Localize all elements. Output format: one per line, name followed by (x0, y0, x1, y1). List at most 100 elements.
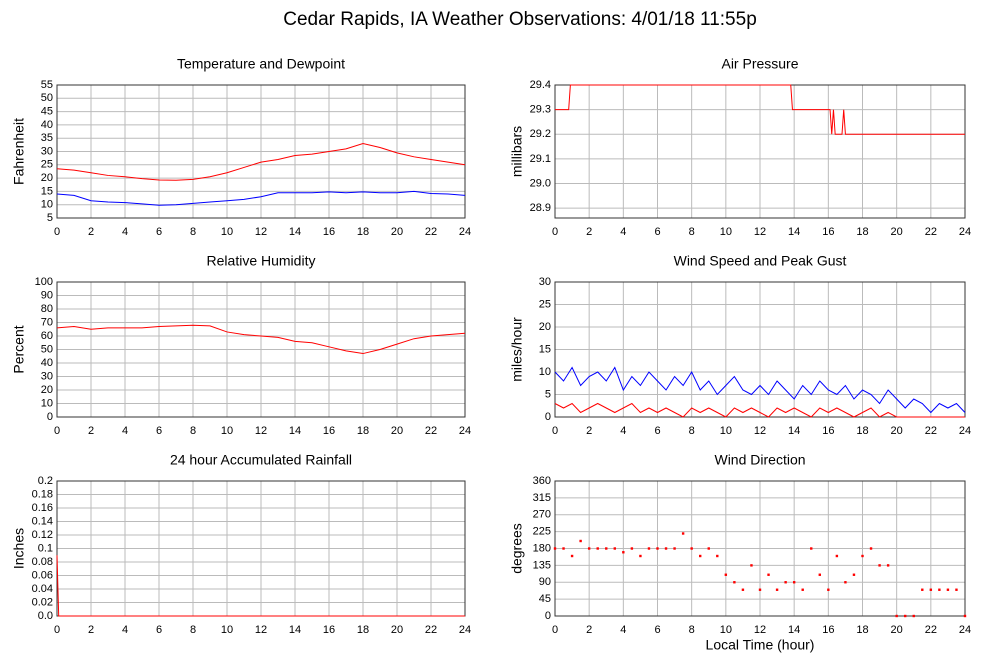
y-tick-label: 40 (41, 357, 53, 369)
x-tick-label: 18 (856, 624, 868, 636)
y-tick-label: 0.16 (32, 502, 53, 514)
x-tick-label: 10 (221, 624, 233, 636)
y-tick-label: 180 (533, 542, 551, 554)
chart-title: 24 hour Accumulated Rainfall (170, 452, 352, 468)
data-point (587, 547, 591, 550)
y-tick-label: 225 (533, 526, 551, 538)
y-tick-label: 29.0 (530, 177, 551, 189)
data-line (554, 402, 965, 418)
data-point (801, 588, 804, 591)
data-point (750, 564, 753, 567)
x-tick-label: 2 (586, 226, 592, 238)
x-tick-label: 4 (620, 226, 626, 238)
y-tick-label: 315 (533, 492, 551, 504)
data-line (56, 324, 466, 355)
x-tick-label: 12 (754, 226, 766, 238)
data-point (946, 588, 950, 591)
y-tick-label: 10 (539, 366, 551, 378)
data-line (56, 555, 465, 617)
x-tick-label: 8 (190, 425, 196, 437)
x-tick-label: 22 (425, 425, 437, 437)
y-tick-label: 70 (41, 316, 53, 328)
data-point (929, 588, 933, 591)
x-tick-label: 4 (122, 425, 128, 437)
y-tick-label: 0.1 (38, 542, 53, 554)
x-tick-label: 14 (289, 226, 301, 238)
x-tick-label: 14 (788, 226, 800, 238)
y-tick-label: 29.2 (530, 128, 551, 140)
chart-title: Air Pressure (721, 56, 798, 72)
data-line (555, 84, 965, 135)
y-axis-label: Percent (11, 325, 27, 373)
data-point (758, 588, 762, 591)
data-point (895, 614, 898, 618)
x-tick-label: 2 (88, 226, 94, 238)
x-tick-label: 4 (620, 425, 626, 437)
data-point (707, 547, 710, 550)
data-point (955, 588, 958, 591)
plot-border (56, 84, 466, 219)
data-point (861, 554, 864, 558)
x-tick-label: 8 (689, 425, 695, 437)
data-point (664, 547, 668, 550)
data-point (596, 547, 599, 550)
y-tick-label: 20 (41, 384, 53, 396)
x-tick-label: 18 (357, 226, 369, 238)
y-tick-label: 0.08 (32, 556, 53, 568)
y-tick-label: 45 (41, 106, 53, 118)
x-tick-label: 24 (459, 624, 471, 636)
data-point (844, 581, 847, 584)
x-tick-label: 16 (822, 425, 834, 437)
x-tick-label: 10 (720, 624, 732, 636)
data-point (767, 573, 770, 576)
x-tick-label: 20 (391, 624, 403, 636)
y-tick-label: 15 (41, 185, 53, 197)
x-tick-label: 18 (856, 226, 868, 238)
y-tick-label: 360 (533, 475, 551, 487)
y-tick-label: 10 (41, 397, 53, 409)
x-tick-label: 24 (959, 425, 971, 437)
data-point (784, 581, 787, 584)
x-tick-label: 4 (122, 624, 128, 636)
x-tick-label: 2 (88, 624, 94, 636)
data-point (690, 547, 693, 550)
x-tick-label: 22 (925, 425, 937, 437)
data-point (579, 539, 582, 543)
x-tick-label: 12 (255, 425, 267, 437)
x-tick-label: 0 (552, 624, 558, 636)
x-tick-label: 8 (689, 624, 695, 636)
x-tick-label: 16 (822, 624, 834, 636)
x-tick-label: 20 (891, 226, 903, 238)
x-tick-label: 2 (586, 624, 592, 636)
x-tick-label: 20 (891, 624, 903, 636)
y-tick-label: 0.04 (32, 583, 53, 595)
data-point (639, 554, 642, 558)
x-tick-label: 10 (221, 425, 233, 437)
data-point (921, 588, 924, 591)
data-line (56, 143, 466, 181)
chart-title: Relative Humidity (207, 253, 316, 269)
x-tick-label: 0 (54, 425, 60, 437)
data-point (818, 573, 821, 576)
x-tick-label: 22 (425, 624, 437, 636)
data-point (724, 573, 728, 576)
x-tick-label: 14 (289, 425, 301, 437)
plot-border (554, 281, 966, 418)
x-tick-label: 12 (255, 624, 267, 636)
x-tick-label: 10 (720, 226, 732, 238)
x-tick-label: 0 (54, 226, 60, 238)
y-tick-label: 0 (47, 411, 53, 423)
data-point (741, 588, 745, 591)
chart-title: Wind Speed and Peak Gust (674, 253, 847, 269)
x-tick-label: 22 (925, 624, 937, 636)
y-tick-label: 0.18 (32, 488, 53, 500)
y-tick-label: 0.2 (38, 475, 53, 487)
y-tick-label: 60 (41, 330, 53, 342)
x-tick-label: 20 (391, 425, 403, 437)
x-tick-label: 2 (88, 425, 94, 437)
chart-title: Wind Direction (714, 452, 805, 468)
data-point (775, 588, 779, 591)
data-point (605, 547, 608, 550)
y-tick-label: 29.1 (530, 153, 551, 165)
